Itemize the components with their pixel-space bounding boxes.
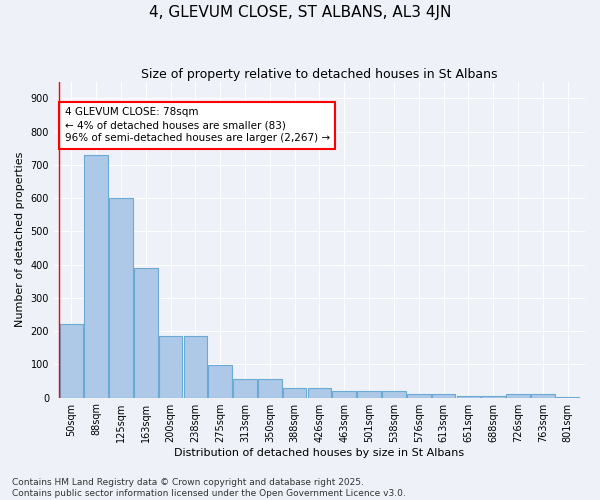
Bar xyxy=(481,396,505,398)
Bar xyxy=(407,394,431,398)
Y-axis label: Number of detached properties: Number of detached properties xyxy=(15,152,25,328)
Bar xyxy=(159,336,182,398)
Bar xyxy=(59,324,83,398)
Bar xyxy=(184,336,207,398)
Bar xyxy=(506,394,530,398)
Bar xyxy=(258,380,281,398)
Bar xyxy=(358,391,381,398)
Bar xyxy=(283,388,307,398)
Bar xyxy=(85,155,108,398)
Bar xyxy=(233,380,257,398)
Bar xyxy=(457,396,480,398)
Bar xyxy=(308,388,331,398)
Title: Size of property relative to detached houses in St Albans: Size of property relative to detached ho… xyxy=(141,68,498,80)
Bar xyxy=(556,396,580,398)
Bar xyxy=(134,268,158,398)
Bar xyxy=(531,394,554,398)
Bar xyxy=(109,198,133,398)
Text: Contains HM Land Registry data © Crown copyright and database right 2025.
Contai: Contains HM Land Registry data © Crown c… xyxy=(12,478,406,498)
Bar xyxy=(208,365,232,398)
Bar xyxy=(432,394,455,398)
X-axis label: Distribution of detached houses by size in St Albans: Distribution of detached houses by size … xyxy=(175,448,464,458)
Text: 4, GLEVUM CLOSE, ST ALBANS, AL3 4JN: 4, GLEVUM CLOSE, ST ALBANS, AL3 4JN xyxy=(149,5,451,20)
Text: 4 GLEVUM CLOSE: 78sqm
← 4% of detached houses are smaller (83)
96% of semi-detac: 4 GLEVUM CLOSE: 78sqm ← 4% of detached h… xyxy=(65,107,329,144)
Bar xyxy=(382,391,406,398)
Bar xyxy=(332,391,356,398)
